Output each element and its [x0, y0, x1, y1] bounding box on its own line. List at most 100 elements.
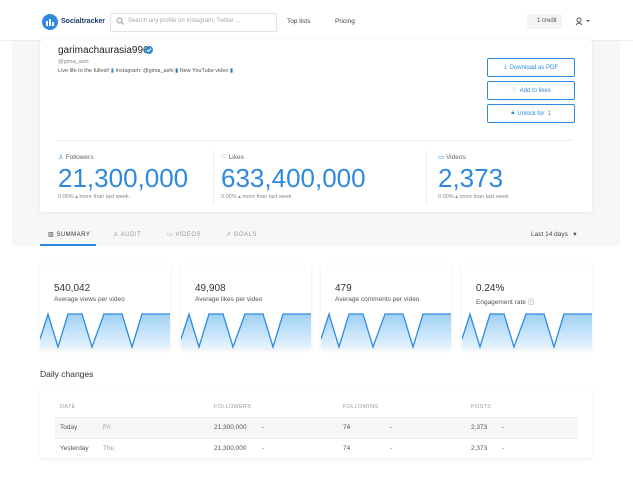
metric-label: Average comments per video	[335, 296, 419, 303]
profile-handle: @gima_ashi	[58, 59, 89, 65]
sparkline	[461, 309, 592, 350]
metric-value: 49,908	[195, 283, 226, 294]
bio-text: Instagram: @gima_ashi	[115, 68, 174, 74]
download-button[interactable]: ⤓ Download as PDF	[487, 58, 575, 77]
profile-name: garimachaurasia996	[58, 45, 149, 56]
sparkline	[320, 309, 451, 350]
table-cell: -	[390, 424, 393, 431]
stat-icon: ♡	[221, 154, 227, 161]
search-box[interactable]	[110, 13, 277, 32]
search-placeholder: Search any profile on Instagram, Twitter…	[128, 18, 241, 24]
change-value: 0.00%	[438, 194, 454, 200]
stat-label-text: Likes	[228, 154, 244, 161]
sparkline	[39, 309, 170, 350]
metric-label: Average likes per video	[195, 296, 262, 303]
info-icon[interactable]: ⓘ	[527, 299, 535, 306]
unlock-button[interactable]: 🔒︎ Unlock for 1	[487, 104, 575, 123]
bio-text: New YouTube video	[179, 68, 229, 74]
bio-text: Live life to the fullest!	[58, 68, 110, 74]
stat-label: ♡ Likes	[221, 153, 244, 161]
row-border	[55, 417, 578, 418]
table-cell: Thu	[103, 445, 115, 452]
table-cell: 74	[343, 445, 351, 452]
button-label: Add to likes	[519, 87, 551, 94]
stat-label: ♙ Followers	[58, 153, 93, 161]
section-title: Daily changes	[40, 369, 94, 379]
nav-link[interactable]: Top lists	[287, 18, 311, 25]
change-value: 0.00%	[221, 194, 237, 200]
logo-icon	[42, 14, 58, 30]
metric-label-text: Average likes per video	[195, 296, 263, 303]
credit-text: 1 credit	[537, 18, 557, 24]
stat-value: 633,400,000	[221, 163, 366, 193]
stat-label-text: Followers	[65, 154, 94, 161]
row-border	[55, 438, 578, 439]
button-icon: 🔒︎	[511, 110, 515, 116]
change-note: more than last week.	[459, 194, 511, 200]
table-cell: -	[390, 445, 393, 452]
bio-icon: ▮	[110, 68, 114, 74]
bio-icon: ▮	[175, 68, 179, 74]
metric-label-text: Average views per video	[54, 296, 125, 303]
tab[interactable]: ♙ AUDIT	[113, 232, 142, 238]
table-cell: 21,300,000	[214, 424, 247, 431]
sparkline-svg	[180, 311, 311, 350]
sparkline-line	[180, 311, 311, 350]
table-header: DATE	[60, 404, 76, 410]
change-value: 0.00%	[58, 194, 74, 200]
tab[interactable]: ↗ GOALS	[226, 232, 257, 238]
change-note: more than last week.	[79, 194, 131, 200]
table-header: POSTS	[471, 404, 492, 410]
table-cell: -	[502, 424, 505, 431]
table-cell: -	[262, 424, 265, 431]
tab-label: GOALS	[233, 232, 257, 238]
metric-value: 0.24%	[476, 283, 505, 294]
table-header: FOLLOWING	[343, 404, 379, 410]
metric-label-text: Engagement rate	[476, 299, 526, 306]
logo-text[interactable]: Socialtracker	[61, 18, 105, 25]
button-label: Download as PDF	[509, 64, 558, 71]
table-cell: Yesterday	[60, 445, 89, 452]
divider	[426, 150, 427, 205]
metric-label: Engagement rate ⓘ	[476, 296, 534, 306]
button-cost: 1	[547, 110, 551, 117]
bio-icon: ▮	[230, 68, 234, 74]
sparkline-line	[461, 311, 592, 350]
search-icon	[116, 17, 124, 25]
credit-badge[interactable]	[527, 14, 562, 29]
sparkline-svg	[320, 311, 451, 350]
table-cell: -	[502, 445, 505, 452]
like-button[interactable]: ♡ Add to likes	[487, 81, 575, 100]
tab[interactable]: ▥ SUMMARY	[48, 232, 91, 238]
table-cell: 2,373	[471, 445, 488, 452]
button-label: Unlock for	[517, 110, 545, 117]
tab-label: VIDEOS	[175, 232, 202, 238]
metric-label: Average views per video	[54, 296, 125, 303]
active-tab-indicator	[40, 244, 96, 246]
sparkline-line	[320, 311, 451, 350]
stat-value: 2,373	[438, 163, 504, 193]
metric-value: 540,042	[54, 283, 91, 294]
stat-change: 0.00% ▴ more than last week.	[438, 194, 511, 200]
change-note: more than last week.	[242, 194, 294, 200]
tab-label: SUMMARY	[56, 232, 91, 238]
tab[interactable]: ▭ VIDEOS	[167, 232, 202, 238]
range-select[interactable]: Last 14 days ▾	[531, 231, 577, 238]
table-cell: Today	[60, 424, 78, 431]
nav-link[interactable]: Pricing	[335, 18, 355, 25]
stat-value: 21,300,000	[58, 163, 189, 193]
button-icon: ⤓	[503, 64, 507, 70]
divider	[58, 140, 573, 141]
stat-change: 0.00% ▴ more than last week.	[221, 194, 294, 200]
sparkline	[180, 309, 311, 350]
user-menu[interactable]	[575, 17, 591, 26]
table-cell: 74	[343, 424, 351, 431]
table-cell: -	[262, 445, 265, 452]
stat-icon: ♙	[58, 154, 64, 161]
table-cell: 21,300,000	[214, 445, 247, 452]
stat-label-text: Videos	[445, 154, 466, 161]
sparkline-area	[462, 314, 592, 349]
table-header: FOLLOWERS	[214, 404, 252, 410]
sparkline-svg	[461, 311, 592, 350]
